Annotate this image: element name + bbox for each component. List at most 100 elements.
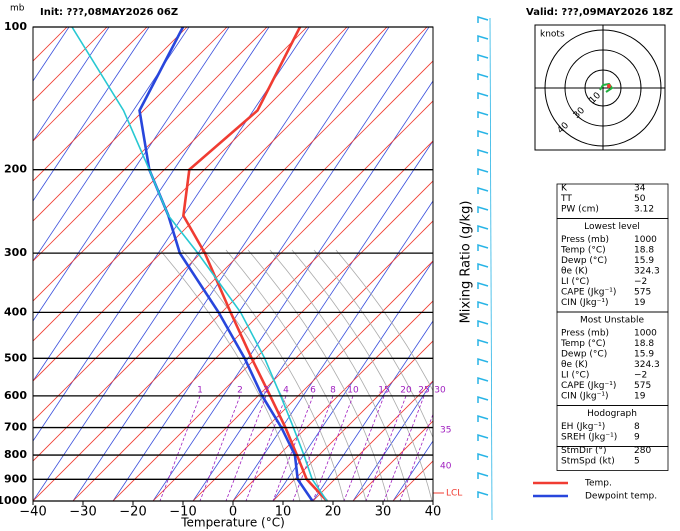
index-name: StmSpd (kt) [561, 457, 615, 467]
y-tick-label: 100 [4, 20, 27, 33]
isotherm [33, 27, 308, 302]
dry-adiabat [33, 27, 190, 262]
x-tick-label: −10 [169, 505, 196, 520]
index-name: Temp (°C) [560, 246, 606, 256]
wind-barb [477, 471, 489, 479]
isotherm [152, 220, 433, 501]
index-value: 8 [634, 422, 640, 432]
index-name: Press (mb) [561, 329, 609, 339]
index-name: StmDir (°) [561, 446, 607, 456]
mixing-label: 30 [434, 386, 446, 396]
mixing-label: 3 [263, 386, 269, 396]
y-tick-label: 400 [4, 305, 27, 318]
y-tick-label: 300 [4, 246, 27, 259]
index-name: PW (cm) [561, 205, 599, 215]
index-name: Temp (°C) [560, 339, 606, 349]
wind-barb [477, 34, 489, 42]
index-value: 15.9 [634, 256, 654, 266]
index-value: 19 [634, 298, 646, 308]
y-tick-label: 1000 [0, 494, 27, 507]
mixing-line [245, 395, 287, 501]
index-name: Dewp (°C) [561, 256, 607, 266]
dry-adiabat [33, 27, 350, 501]
wind-barb [477, 452, 489, 460]
legend-label: Dewpoint temp. [585, 492, 657, 502]
isotherm [192, 260, 433, 501]
isotherm [312, 380, 433, 501]
valid-time: Valid: ???,09MAY2026 18Z [526, 7, 673, 18]
section-box [556, 446, 669, 471]
index-value: 324.3 [634, 267, 660, 277]
wind-barb [477, 91, 489, 99]
isotherm [352, 420, 433, 501]
wind-barb [477, 262, 489, 270]
dry-adiabat [33, 27, 310, 442]
isotherm [72, 140, 433, 501]
wind-barb [477, 490, 489, 498]
y-tick-label: 600 [4, 389, 27, 402]
hodo-ring-label: 10 [588, 91, 603, 106]
wind-barb [477, 72, 489, 80]
index-value: 575 [634, 381, 651, 391]
wind-barb [477, 167, 489, 175]
dry-adiabat [33, 27, 110, 142]
dry-adiabat [0, 0, 273, 501]
wind-barb [477, 15, 489, 23]
index-value: 1000 [634, 235, 657, 245]
moist-adiabat [159, 249, 301, 501]
mixing-label: 6 [310, 386, 316, 396]
dry-adiabat [272, 260, 433, 501]
mixing-label: 15 [378, 386, 389, 396]
mixing-line [292, 395, 334, 501]
isotherm [0, 0, 253, 501]
mixing-label: 25 [418, 386, 429, 396]
wind-barb [477, 110, 489, 118]
isotherm [33, 27, 428, 422]
dry-adiabat [673, 0, 680, 501]
mixing-label: 8 [330, 386, 336, 396]
profile-line [182, 27, 328, 501]
isotherm [33, 27, 148, 142]
mixing-label: 2 [237, 386, 243, 396]
index-value: 18.8 [634, 246, 654, 256]
moist-adiabat [247, 249, 389, 501]
profile-line [138, 27, 314, 501]
isotherm [232, 300, 433, 501]
index-name: θe (K) [561, 360, 588, 370]
index-name: LI (°C) [561, 277, 589, 287]
isotherm [33, 100, 433, 501]
isotherm [33, 27, 348, 342]
dry-adiabat [312, 320, 433, 501]
section-title: Hodograph [587, 409, 637, 419]
init-time: Init: ???,08MAY2026 06Z [40, 7, 178, 18]
hodo-unit: knots [540, 30, 565, 40]
index-name: SREH (Jkg⁻¹) [561, 433, 617, 443]
hodo-ring-label: 40 [556, 121, 571, 136]
isotherm [0, 0, 413, 501]
moist-adiabat [313, 249, 433, 439]
index-name: CIN (Jkg⁻¹) [561, 298, 609, 308]
x-label: Temperature (°C) [180, 516, 285, 530]
index-value: 9 [634, 433, 640, 443]
dry-adiabat [152, 80, 433, 501]
index-name: Press (mb) [561, 235, 609, 245]
index-value: 15.9 [634, 350, 654, 360]
moist-adiabat [291, 249, 433, 501]
wind-barb [477, 319, 489, 327]
storm-motion [607, 84, 611, 88]
index-value: 324.3 [634, 360, 660, 370]
mixing-label: 1 [197, 386, 203, 396]
mixing-line [312, 395, 354, 501]
dry-adiabat [33, 27, 150, 202]
x-tick-label: 20 [325, 505, 342, 520]
wind-barb [477, 205, 489, 213]
index-value: 575 [634, 288, 651, 298]
x-tick-label: −40 [19, 505, 46, 520]
plot-area [0, 0, 680, 501]
wind-barb [477, 224, 489, 232]
mixing-line [383, 395, 425, 501]
mixing-label: Mixing Ratio (g/kg) [459, 201, 474, 324]
isotherm [272, 340, 433, 501]
hodo-ring [584, 69, 622, 107]
